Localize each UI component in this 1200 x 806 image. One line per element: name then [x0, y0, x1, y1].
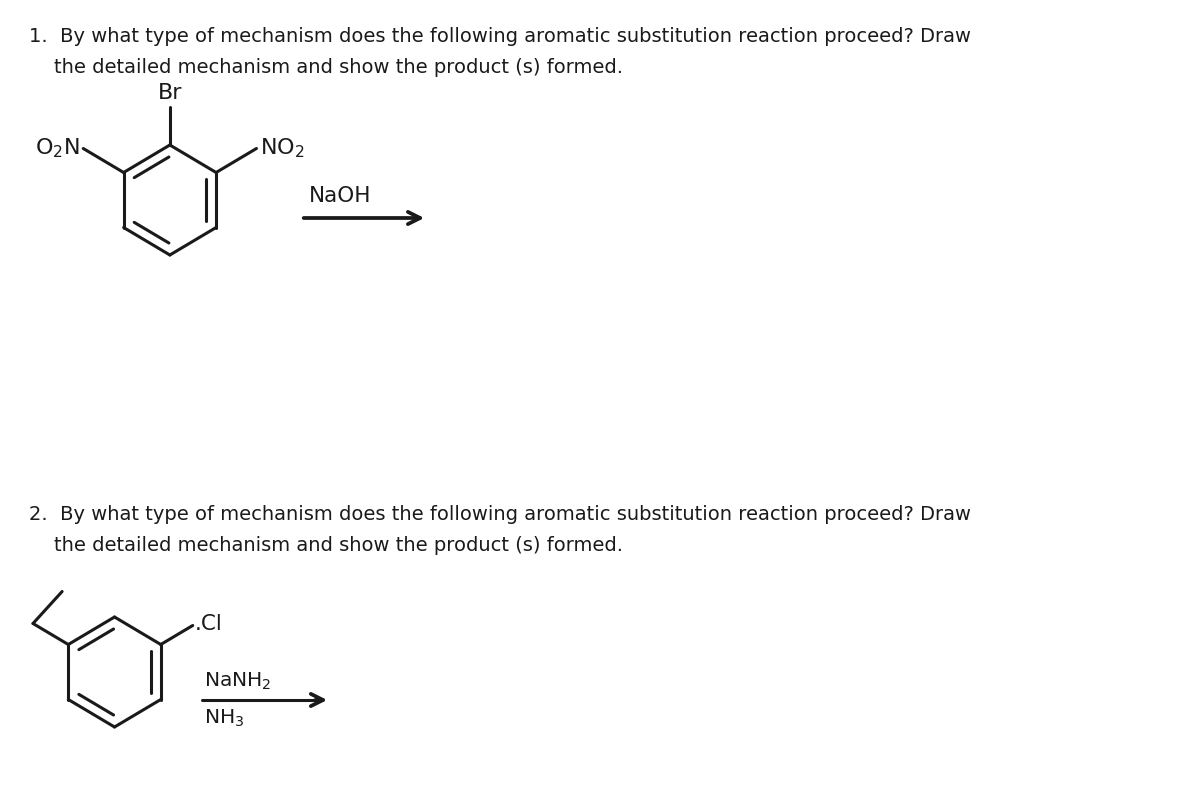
Text: $\mathregular{NaNH_2}$: $\mathregular{NaNH_2}$	[204, 671, 271, 692]
Text: NaOH: NaOH	[308, 186, 371, 206]
Text: the detailed mechanism and show the product (s) formed.: the detailed mechanism and show the prod…	[29, 536, 623, 555]
Text: $\mathregular{NO_2}$: $\mathregular{NO_2}$	[260, 137, 305, 160]
Text: $\mathregular{NH_3}$: $\mathregular{NH_3}$	[204, 708, 244, 729]
Text: .Cl: .Cl	[194, 613, 222, 634]
Text: $\mathregular{O_2N}$: $\mathregular{O_2N}$	[35, 137, 79, 160]
Text: 1.  By what type of mechanism does the following aromatic substitution reaction : 1. By what type of mechanism does the fo…	[29, 27, 971, 46]
Text: 2.  By what type of mechanism does the following aromatic substitution reaction : 2. By what type of mechanism does the fo…	[29, 505, 971, 524]
Text: Br: Br	[157, 83, 182, 103]
Text: the detailed mechanism and show the product (s) formed.: the detailed mechanism and show the prod…	[29, 58, 623, 77]
